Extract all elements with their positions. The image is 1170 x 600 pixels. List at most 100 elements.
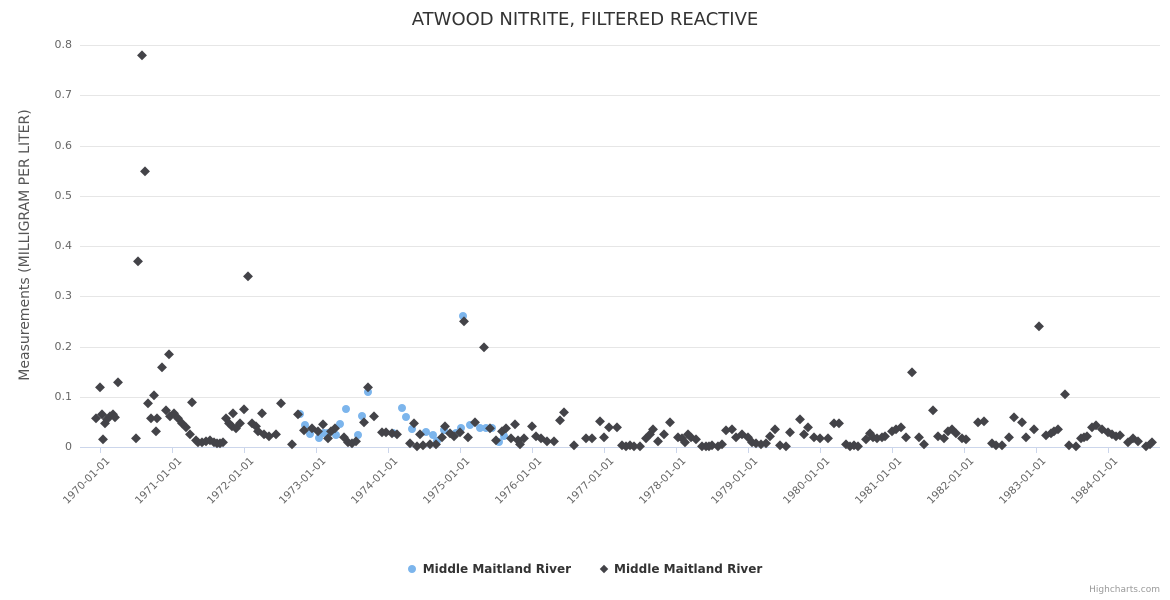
x-axis-tick [964, 447, 965, 453]
x-axis-tick-label: 1982-01-01 [924, 455, 977, 507]
data-point-circle[interactable] [458, 312, 467, 321]
data-point-diamond[interactable] [549, 436, 559, 446]
data-point-circle[interactable] [408, 424, 416, 433]
data-point-diamond[interactable] [823, 433, 833, 443]
data-point-diamond[interactable] [131, 433, 141, 443]
data-point-diamond[interactable] [157, 361, 167, 372]
data-point-circle[interactable] [319, 428, 328, 437]
data-point-circle[interactable] [402, 412, 410, 421]
y-axis-tick-label: 0 [65, 440, 72, 453]
data-point-diamond[interactable] [587, 433, 597, 443]
data-point-diamond[interactable] [997, 440, 1007, 450]
data-point-diamond[interactable] [359, 417, 369, 427]
legend-item-series-1[interactable]: Middle Maitland River [407, 562, 571, 576]
data-point-circle[interactable] [314, 433, 323, 442]
data-point-diamond[interactable] [276, 398, 286, 408]
data-point-diamond[interactable] [612, 422, 622, 432]
y-gridline [80, 246, 1160, 247]
data-point-diamond[interactable] [152, 413, 162, 423]
highcharts-credit[interactable]: Highcharts.com [1089, 585, 1160, 595]
data-point-circle[interactable] [306, 429, 314, 438]
data-point-diamond[interactable] [479, 341, 489, 352]
data-point-diamond[interactable] [1017, 417, 1027, 427]
data-point-circle[interactable] [354, 430, 362, 439]
data-point-diamond[interactable] [665, 417, 675, 427]
data-point-diamond[interactable] [635, 441, 645, 452]
chart-title: ATWOOD NITRITE, FILTERED REACTIVE [411, 9, 759, 30]
data-point-diamond[interactable] [569, 440, 579, 450]
data-point-diamond[interactable] [164, 349, 174, 359]
x-axis-tick-label: 1972-01-01 [204, 455, 257, 507]
data-point-circle[interactable] [465, 420, 474, 429]
x-axis-tick [316, 447, 317, 453]
data-point-circle[interactable] [421, 427, 430, 436]
legend-label-series-2: Middle Maitland River [614, 562, 763, 576]
data-point-diamond[interactable] [187, 397, 197, 407]
x-axis-tick [388, 447, 389, 453]
data-point-diamond[interactable] [1071, 441, 1081, 451]
x-axis-tick [748, 447, 749, 453]
data-point-diamond[interactable] [257, 408, 267, 418]
data-point-diamond[interactable] [928, 405, 938, 415]
data-point-diamond[interactable] [143, 398, 153, 408]
data-point-diamond[interactable] [1133, 436, 1143, 446]
y-gridline [80, 95, 1160, 97]
data-point-diamond[interactable] [795, 414, 805, 424]
data-point-diamond[interactable] [555, 415, 565, 425]
data-point-diamond[interactable] [1021, 432, 1031, 442]
x-axis-tick-label: 1976-01-01 [492, 455, 545, 507]
data-point-diamond[interactable] [979, 416, 989, 426]
data-point-circle[interactable] [331, 430, 340, 439]
y-gridline [80, 145, 1160, 147]
data-point-diamond[interactable] [133, 256, 143, 266]
y-axis-tick-label: 0.1 [54, 389, 73, 403]
data-point-diamond[interactable] [271, 429, 281, 439]
data-point-diamond[interactable] [239, 404, 249, 414]
data-point-diamond[interactable] [599, 432, 609, 442]
legend-marker-circle-icon [407, 565, 416, 573]
data-point-circle[interactable] [342, 405, 350, 414]
data-point-circle[interactable] [494, 437, 503, 446]
x-axis-tick-label: 1975-01-01 [420, 455, 473, 507]
data-point-circle[interactable] [357, 411, 366, 420]
data-point-diamond[interactable] [149, 390, 159, 400]
data-point-circle[interactable] [363, 387, 372, 396]
data-point-diamond[interactable] [137, 50, 147, 60]
data-point-circle[interactable] [300, 420, 309, 429]
data-point-circle[interactable] [428, 430, 437, 439]
data-point-diamond[interactable] [907, 367, 917, 377]
data-point-diamond[interactable] [785, 427, 795, 437]
data-point-diamond[interactable] [659, 429, 669, 439]
data-point-diamond[interactable] [98, 434, 108, 444]
data-point-diamond[interactable] [110, 412, 120, 422]
data-point-circle[interactable] [336, 419, 344, 428]
data-point-diamond[interactable] [1034, 321, 1044, 331]
data-point-diamond[interactable] [1004, 432, 1014, 442]
data-point-diamond[interactable] [369, 411, 379, 421]
data-point-diamond[interactable] [595, 416, 605, 426]
data-point-diamond[interactable] [151, 426, 161, 436]
data-point-diamond[interactable] [527, 421, 537, 431]
data-point-diamond[interactable] [228, 408, 238, 418]
data-point-diamond[interactable] [95, 382, 105, 392]
y-gridline [80, 195, 1160, 197]
x-axis-tick-label: 1977-01-01 [564, 455, 617, 507]
data-point-diamond[interactable] [1009, 412, 1019, 422]
data-point-diamond[interactable] [510, 419, 520, 429]
data-point-circle[interactable] [475, 423, 484, 432]
y-gridline [80, 296, 1160, 298]
data-point-diamond[interactable] [113, 377, 123, 387]
data-point-diamond[interactable] [243, 271, 253, 281]
data-point-circle[interactable] [397, 403, 406, 412]
x-axis-tick-label: 1978-01-01 [636, 455, 689, 507]
data-point-circle[interactable] [499, 431, 508, 440]
data-point-diamond[interactable] [653, 436, 663, 446]
legend-item-series-2[interactable]: Middle Maitland River [599, 562, 763, 576]
legend: Middle Maitland River Middle Maitland Ri… [0, 562, 1170, 576]
data-point-diamond[interactable] [901, 432, 911, 442]
x-axis-tick [604, 447, 605, 453]
data-point-diamond[interactable] [459, 316, 469, 326]
data-point-diamond[interactable] [1029, 424, 1039, 434]
data-point-diamond[interactable] [463, 432, 473, 442]
data-point-diamond[interactable] [140, 166, 150, 176]
